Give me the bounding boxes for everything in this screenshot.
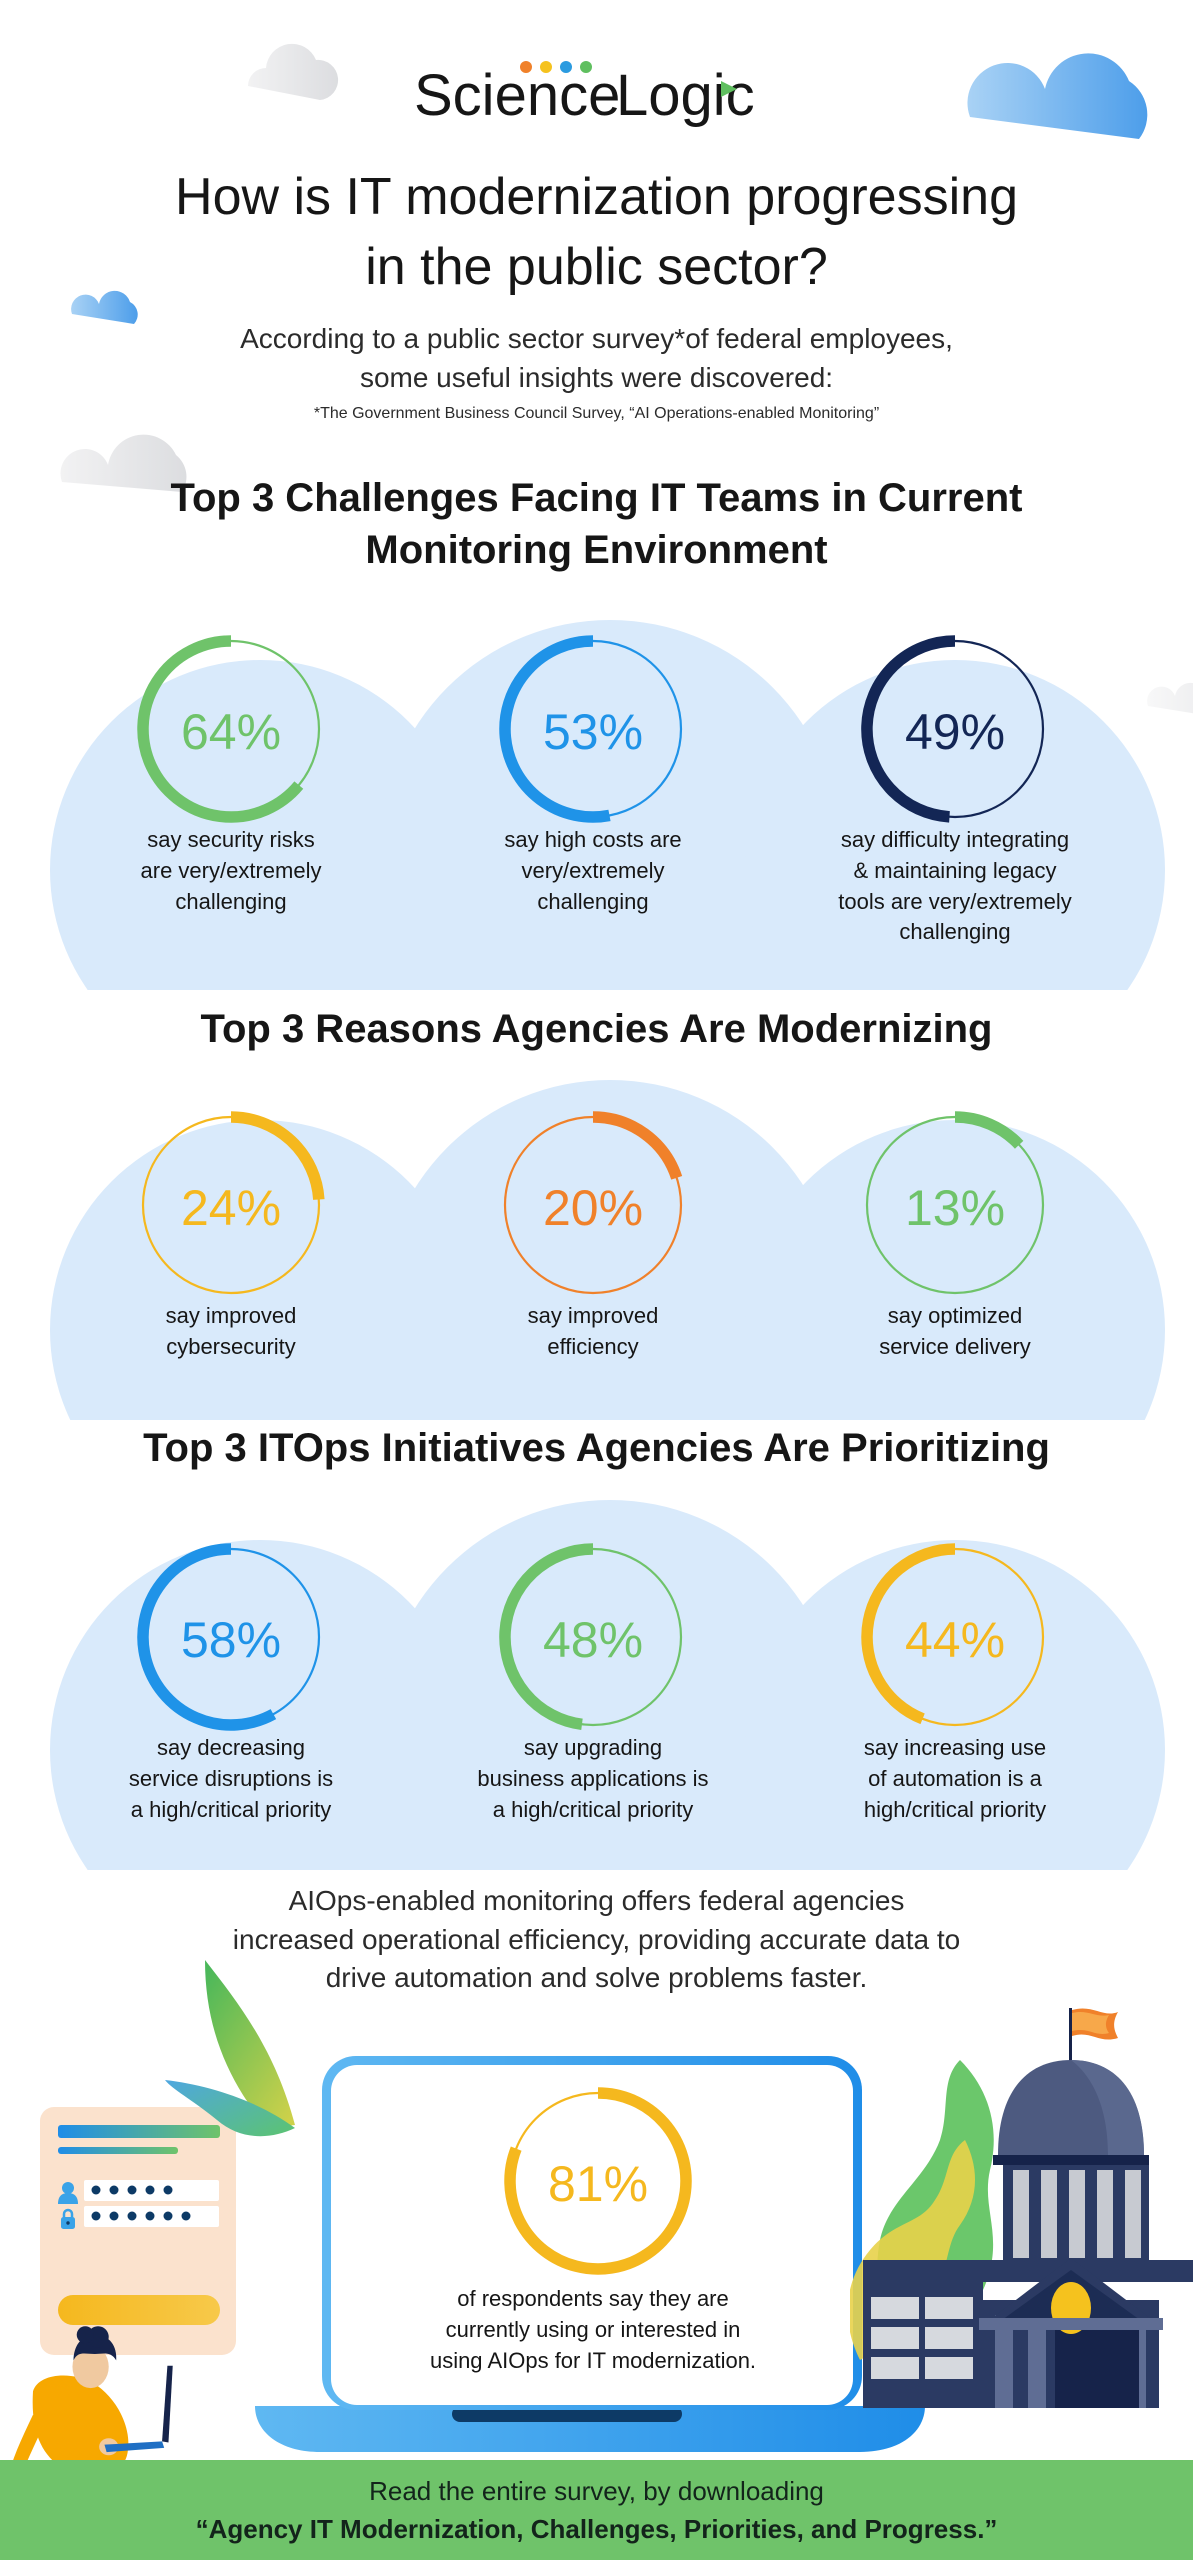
svg-text:81%: 81% <box>548 2156 648 2212</box>
svg-text:58%: 58% <box>181 1612 281 1668</box>
svg-text:24%: 24% <box>181 1180 281 1236</box>
svg-text:Science: Science <box>414 63 620 128</box>
svg-text:13%: 13% <box>905 1180 1005 1236</box>
svg-text:44%: 44% <box>905 1612 1005 1668</box>
svg-text:49%: 49% <box>905 704 1005 760</box>
svg-text:64%: 64% <box>181 704 281 760</box>
svg-text:20%: 20% <box>543 1180 643 1236</box>
svg-text:53%: 53% <box>543 704 643 760</box>
svg-text:Logic: Logic <box>616 63 755 128</box>
svg-text:48%: 48% <box>543 1612 643 1668</box>
